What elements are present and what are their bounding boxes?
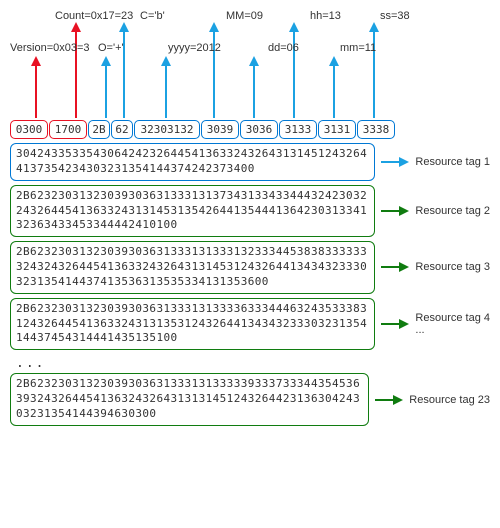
top-arrows [10, 10, 490, 120]
header-byte-box: 1700 [49, 120, 87, 139]
resource-tag-hex: 2B62323031323039303631333131333363334446… [10, 298, 375, 351]
header-byte-box: 32303132 [134, 120, 200, 139]
resource-tag-label: Resource tag 1 [415, 156, 490, 168]
header-byte-box: 3131 [318, 120, 356, 139]
field-label: ss=38 [380, 10, 410, 22]
header-byte-box: 3039 [201, 120, 239, 139]
resource-tag-hex: 2B62323031323039303631333131333339333733… [10, 373, 369, 426]
field-label: dd=06 [268, 42, 299, 54]
field-label: O='+' [98, 42, 124, 54]
header-byte-box: 3036 [240, 120, 278, 139]
field-label: C='b' [140, 10, 165, 22]
resource-tag-label: Resource tag 2 [415, 205, 490, 217]
field-label: yyyy=2012 [168, 42, 221, 54]
header-byte-box: 3133 [279, 120, 317, 139]
top-labels-area: Version=0x03=3 Count=0x17=23 O='+' C='b' yyy… [10, 10, 490, 120]
header-byte-box: 2B [88, 120, 110, 139]
resource-tag-label: Resource tag 4... [415, 312, 490, 336]
resource-tag-label: Resource tag 23 [409, 394, 490, 406]
field-label: hh=13 [310, 10, 341, 22]
resource-tag-hex: 3042433533543064242326445413633243264313… [10, 143, 375, 181]
field-label: mm=11 [340, 42, 376, 54]
arrow-right-icon [381, 205, 409, 217]
header-byte-box: 3338 [357, 120, 395, 139]
resource-tag-label: Resource tag 3 [415, 261, 490, 273]
arrow-right-icon [381, 261, 409, 273]
header-row: 030017002B623230313230393036313331313338 [10, 120, 490, 139]
field-label: MM=09 [226, 10, 263, 22]
byte-layout-diagram: Version=0x03=3 Count=0x17=23 O='+' C='b' yyy… [10, 10, 490, 426]
field-label: Version=0x03=3 [10, 42, 90, 54]
resource-tag-row: 3042433533543064242326445413633243264313… [10, 143, 490, 181]
arrow-right-icon [381, 318, 409, 330]
resource-tag-hex: 2B62323031323039303631333131373431334334… [10, 185, 375, 238]
resource-tag-hex: 2B62323031323039303631333131333132333445… [10, 241, 375, 294]
arrow-right-icon [375, 394, 403, 406]
ellipsis: ... [10, 354, 490, 373]
resource-tag-row: 2B62323031323039303631333131333339333733… [10, 373, 490, 426]
field-label: Count=0x17=23 [55, 10, 133, 22]
arrow-right-icon [381, 156, 409, 168]
resource-tag-row: 2B62323031323039303631333131373431334334… [10, 185, 490, 238]
header-byte-box: 0300 [10, 120, 48, 139]
resource-tag-row: 2B62323031323039303631333131333363334446… [10, 298, 490, 351]
resource-tag-row: 2B62323031323039303631333131333132333445… [10, 241, 490, 294]
header-byte-box: 62 [111, 120, 133, 139]
